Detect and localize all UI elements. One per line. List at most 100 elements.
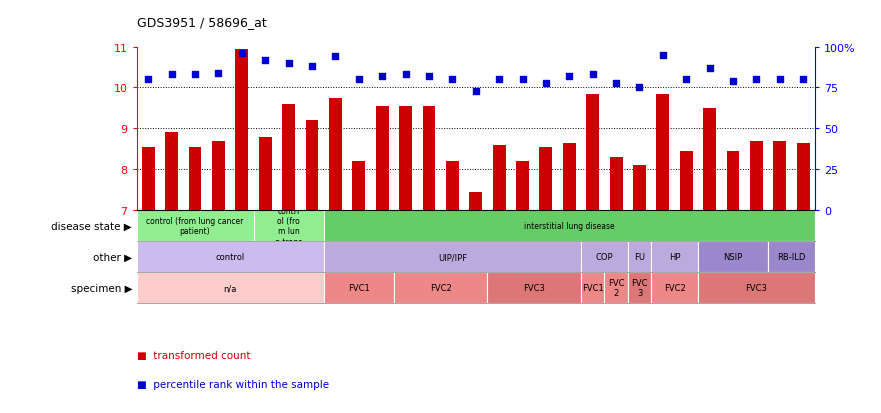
Point [609, 80, 623, 87]
Text: n/a: n/a [224, 284, 237, 292]
Bar [282, 104, 295, 211]
Point [562, 74, 576, 80]
Bar [586, 95, 599, 211]
Point [165, 72, 179, 78]
Bar [352, 162, 366, 211]
Bar [750, 141, 763, 211]
Point [375, 74, 389, 80]
Text: FVC2: FVC2 [430, 284, 452, 292]
Text: control: control [216, 253, 245, 261]
Bar [539, 147, 552, 211]
Point [352, 77, 366, 83]
Bar [259, 137, 271, 211]
Bar [628, 242, 651, 273]
Text: FVC3: FVC3 [745, 284, 767, 292]
Bar [628, 273, 651, 304]
Text: FVC
3: FVC 3 [631, 278, 648, 298]
Point [726, 78, 740, 85]
Point [796, 77, 811, 83]
Bar [651, 242, 698, 273]
Text: NSIP: NSIP [723, 253, 743, 261]
Point [539, 80, 553, 87]
Bar [604, 273, 628, 304]
Text: UIP/IPF: UIP/IPF [438, 253, 467, 261]
Bar [323, 211, 815, 242]
Bar [137, 273, 323, 304]
Bar [166, 133, 178, 211]
Text: other ▶: other ▶ [93, 252, 132, 262]
Bar [470, 192, 482, 211]
Text: disease state ▶: disease state ▶ [51, 221, 132, 231]
Point [211, 70, 226, 77]
Text: FVC1: FVC1 [581, 284, 603, 292]
Point [633, 85, 647, 92]
Bar [137, 211, 254, 242]
Point [586, 72, 600, 78]
Point [141, 77, 155, 83]
Point [492, 77, 507, 83]
Text: HP: HP [669, 253, 680, 261]
Point [282, 61, 296, 67]
Text: ■  transformed count: ■ transformed count [137, 350, 250, 360]
Bar [651, 273, 698, 304]
Bar [774, 141, 786, 211]
Text: FVC1: FVC1 [348, 284, 370, 292]
Bar [394, 273, 487, 304]
Bar [698, 242, 768, 273]
Point [655, 52, 670, 59]
Text: specimen ▶: specimen ▶ [70, 283, 132, 293]
Point [305, 64, 319, 70]
Bar [423, 107, 435, 211]
Text: ■  percentile rank within the sample: ■ percentile rank within the sample [137, 379, 329, 389]
Bar [446, 162, 459, 211]
Bar [492, 145, 506, 211]
Text: FVC3: FVC3 [523, 284, 545, 292]
Point [188, 72, 202, 78]
Point [703, 65, 717, 72]
Bar [610, 158, 623, 211]
Point [750, 77, 764, 83]
Bar [487, 273, 581, 304]
Bar [516, 162, 529, 211]
Bar [703, 109, 716, 211]
Text: FU: FU [634, 253, 645, 261]
Bar [656, 95, 670, 211]
Text: FVC2: FVC2 [663, 284, 685, 292]
Point [515, 77, 529, 83]
Point [773, 77, 787, 83]
Bar [142, 147, 155, 211]
Bar [633, 166, 646, 211]
Text: contrl
ol (fro
m lun
g trans: contrl ol (fro m lun g trans [275, 206, 302, 246]
Text: GDS3951 / 58696_at: GDS3951 / 58696_at [137, 16, 266, 29]
Point [445, 77, 459, 83]
Bar [768, 242, 815, 273]
Point [422, 74, 436, 80]
Text: RB-ILD: RB-ILD [777, 253, 806, 261]
Bar [137, 242, 323, 273]
Bar [796, 143, 810, 211]
Text: interstitial lung disease: interstitial lung disease [524, 222, 615, 230]
Bar [254, 211, 323, 242]
Bar [235, 50, 248, 211]
Text: FVC
2: FVC 2 [608, 278, 625, 298]
Bar [212, 141, 225, 211]
Bar [323, 273, 394, 304]
Point [329, 54, 343, 61]
Bar [581, 242, 628, 273]
Point [469, 88, 483, 95]
Text: COP: COP [596, 253, 613, 261]
Bar [727, 152, 739, 211]
Bar [323, 242, 581, 273]
Bar [329, 98, 342, 211]
Text: control (from lung cancer
patient): control (from lung cancer patient) [146, 216, 244, 236]
Point [258, 57, 272, 64]
Bar [189, 147, 202, 211]
Point [679, 77, 693, 83]
Bar [698, 273, 815, 304]
Bar [581, 273, 604, 304]
Bar [375, 107, 389, 211]
Point [398, 72, 412, 78]
Point [234, 51, 248, 57]
Bar [399, 107, 412, 211]
Bar [563, 143, 576, 211]
